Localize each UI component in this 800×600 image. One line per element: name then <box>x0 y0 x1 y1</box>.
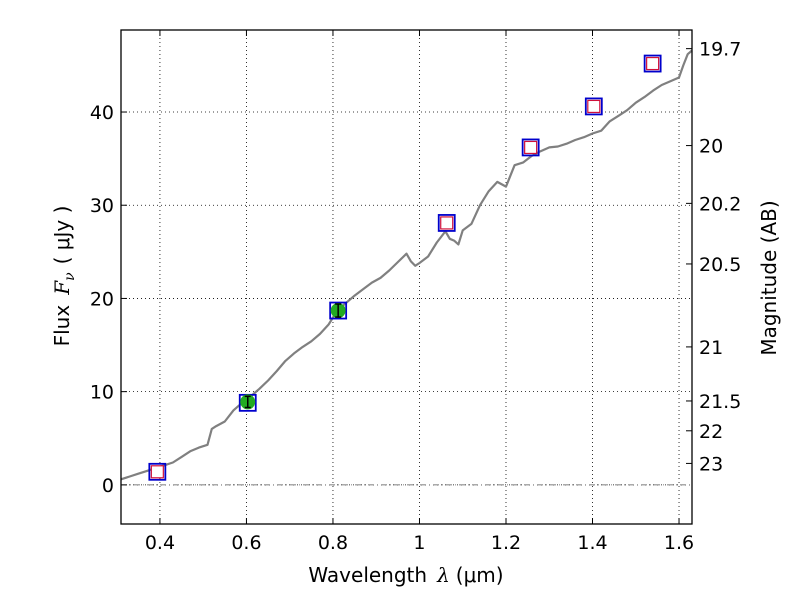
x-tick-label: 1.2 <box>491 532 521 554</box>
y-tick-label: 30 <box>90 195 114 217</box>
model-photometry-square <box>584 97 603 116</box>
series-layer <box>120 49 693 481</box>
model-photometry-square <box>329 301 348 320</box>
observed-limit-square <box>646 56 660 71</box>
x-tick-label: 0.8 <box>318 532 348 554</box>
grid-lines <box>121 30 692 524</box>
x-tick-label: 0.4 <box>145 532 175 554</box>
y2-tick-label: 20.5 <box>699 254 741 276</box>
y2-tick-label: 20.2 <box>699 193 741 215</box>
model-photometry-square <box>521 138 540 157</box>
y-tick-label: 40 <box>90 102 114 124</box>
y2-tick-label: 21 <box>699 337 723 359</box>
observed-limit-square <box>524 140 538 155</box>
observed-limit-square <box>587 99 601 114</box>
x-tick-label: 0.6 <box>231 532 261 554</box>
y2-tick-label: 19.7 <box>699 39 741 61</box>
y-tick-label: 20 <box>90 288 114 310</box>
spectrum-line <box>120 49 693 481</box>
y-tick-label: 0 <box>102 475 114 497</box>
model-photometry-square <box>643 54 662 73</box>
y2-tick-label: 22 <box>699 421 723 443</box>
y2-tick-label: 21.5 <box>699 391 741 413</box>
model-photometry-square <box>437 214 456 232</box>
axis-ticks <box>121 30 692 524</box>
x-tick-label: 1.6 <box>664 532 694 554</box>
plot-frame <box>120 29 693 525</box>
y2-tick-label: 20 <box>699 136 723 158</box>
observed-limit-square <box>150 465 164 479</box>
x-axis-label: Wavelength λ (μm) <box>308 563 503 587</box>
x-tick-label: 1 <box>413 532 425 554</box>
tick-labels: 0.4 0.6 0.8 1 1.2 1.4 1.6 0 10 20 30 40 19.7 20 20.2 20… <box>90 39 742 554</box>
model-photometry-square <box>148 462 167 481</box>
y2-axis-label: Magnitude (AB) <box>757 200 781 355</box>
y2-tick-label: 23 <box>699 453 723 475</box>
y-axis-label: FluxFν( μJy ) <box>50 206 78 347</box>
observed-limit-square <box>440 216 454 230</box>
x-tick-label: 1.4 <box>577 532 607 554</box>
y-tick-label: 10 <box>90 382 114 404</box>
